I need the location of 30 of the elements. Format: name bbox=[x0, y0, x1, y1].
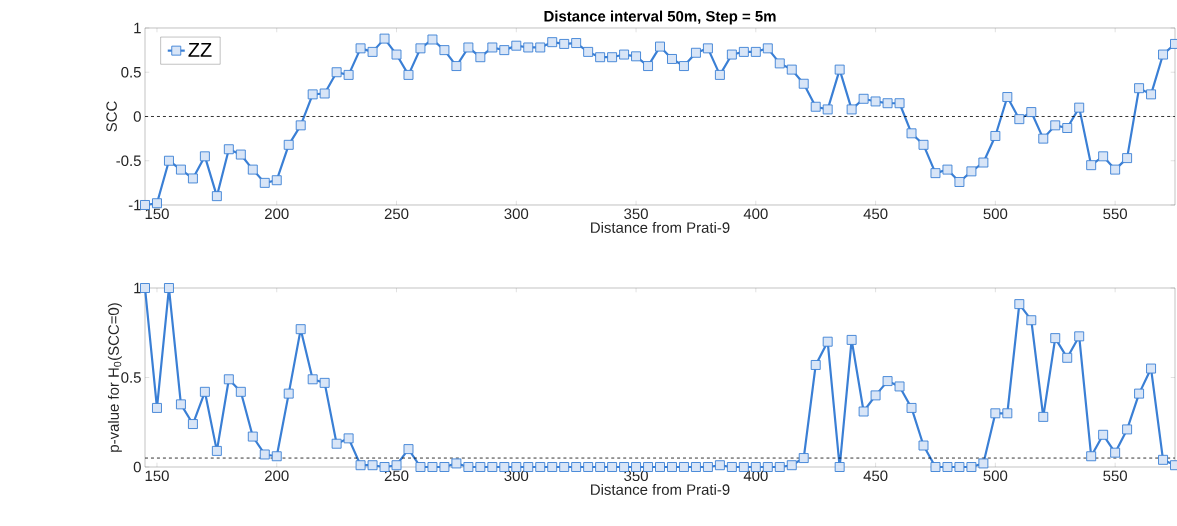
x-tick-label: 400 bbox=[743, 470, 768, 482]
x-tick-label: 350 bbox=[624, 208, 648, 220]
legend-label: ZZ bbox=[188, 43, 212, 57]
x-tick-label: 550 bbox=[1103, 470, 1127, 482]
y-tick-label: -0.5 bbox=[116, 155, 141, 167]
chart-title: Distance interval 50m, Step = 5m bbox=[544, 10, 776, 25]
x-tick-label: 450 bbox=[863, 208, 888, 220]
x-tick-label: 200 bbox=[265, 470, 289, 482]
x-tick-label: 400 bbox=[743, 208, 768, 220]
x-tick-label: 350 bbox=[624, 470, 648, 482]
y-tick-label: 0 bbox=[133, 111, 141, 122]
y-axis-title: SCC bbox=[106, 101, 117, 132]
x-tick-label: 150 bbox=[145, 470, 169, 482]
y-tick-label: 0.5 bbox=[121, 372, 141, 383]
x-tick-label: 250 bbox=[384, 208, 409, 220]
x-tick-label: 250 bbox=[384, 470, 409, 482]
y-tick-label: 1 bbox=[134, 22, 141, 34]
y-axis-title: p-value for H$_{0}$(SCC=0) bbox=[107, 303, 122, 452]
x-tick-label: 500 bbox=[983, 208, 1008, 220]
x-tick-label: 300 bbox=[504, 208, 529, 220]
x-tick-label: 200 bbox=[265, 208, 289, 220]
x-tick-label: 550 bbox=[1103, 208, 1127, 220]
x-tick-label: 150 bbox=[145, 208, 169, 220]
y-tick-label: 0 bbox=[133, 461, 141, 473]
y-tick-label: 0.5 bbox=[121, 66, 141, 78]
x-axis-title: Distance from Prati-9 bbox=[591, 221, 730, 233]
x-tick-label: 300 bbox=[504, 470, 529, 482]
x-tick-label: 500 bbox=[983, 470, 1008, 482]
x-tick-label: 450 bbox=[863, 470, 888, 482]
x-axis-title: Distance from Prati-9 bbox=[591, 483, 730, 495]
